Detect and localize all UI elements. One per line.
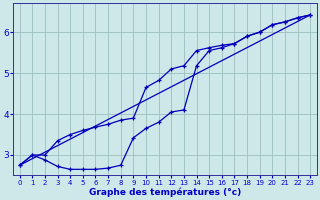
X-axis label: Graphe des températures (°c): Graphe des températures (°c) bbox=[89, 187, 241, 197]
